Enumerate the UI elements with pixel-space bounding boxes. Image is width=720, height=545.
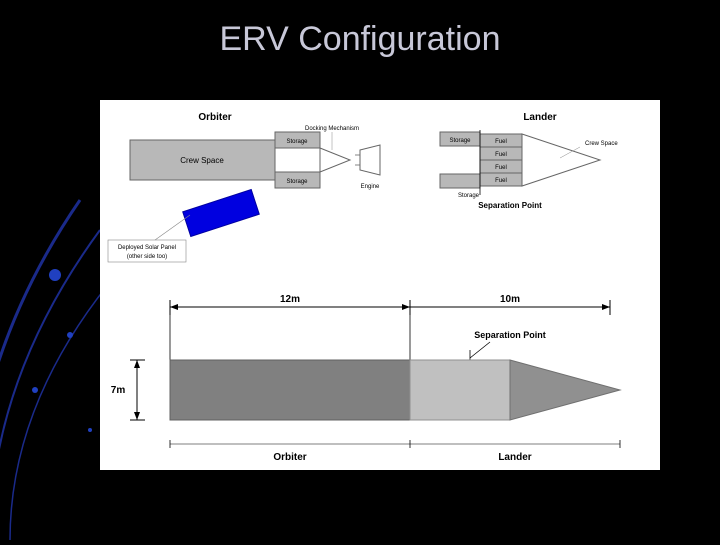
orbiter-heading: Orbiter: [198, 112, 231, 123]
orbiter-storage-top-label: Storage: [286, 139, 308, 145]
combined-lander-nose: [510, 360, 620, 420]
fuel-cells: Fuel Fuel Fuel Fuel: [480, 134, 522, 186]
svg-text:Fuel: Fuel: [495, 152, 507, 158]
bottom-sep-label: Separation Point: [474, 330, 546, 340]
bottom-lander-label: Lander: [498, 452, 531, 463]
svg-text:Fuel: Fuel: [495, 139, 507, 145]
lander-sep-label: Separation Point: [478, 201, 542, 210]
lander-crew-label: Crew Space: [585, 141, 618, 147]
lander-heading: Lander: [523, 112, 556, 123]
engine-label: Engine: [361, 184, 380, 190]
orbiter-crew-label: Crew Space: [180, 156, 224, 165]
erv-diagram: Orbiter Crew Space Storage Storage Docki…: [100, 100, 660, 470]
svg-text:Storage: Storage: [458, 193, 480, 199]
solar-panel: [183, 190, 260, 237]
solar-label-1: Deployed Solar Panel: [118, 245, 176, 251]
dim-7m: 7m: [111, 385, 126, 396]
solar-label-2: (other side too): [127, 254, 167, 260]
combined-lander-body: [410, 360, 510, 420]
combined-orbiter-body: [170, 360, 410, 420]
dim-12m: 12m: [280, 294, 300, 305]
dim-10m: 10m: [500, 294, 520, 305]
page-title: ERV Configuration: [0, 20, 720, 59]
docking-cone: [320, 148, 350, 172]
docking-label: Docking Mechanism: [305, 126, 359, 132]
svg-text:Fuel: Fuel: [495, 165, 507, 171]
svg-text:Storage: Storage: [449, 138, 471, 144]
engine-nozzle: [360, 145, 380, 175]
svg-text:Fuel: Fuel: [495, 178, 507, 184]
lander-storage-bottom: [440, 174, 480, 188]
orbiter-storage-bottom-label: Storage: [286, 179, 308, 185]
bottom-orbiter-label: Orbiter: [273, 452, 306, 463]
